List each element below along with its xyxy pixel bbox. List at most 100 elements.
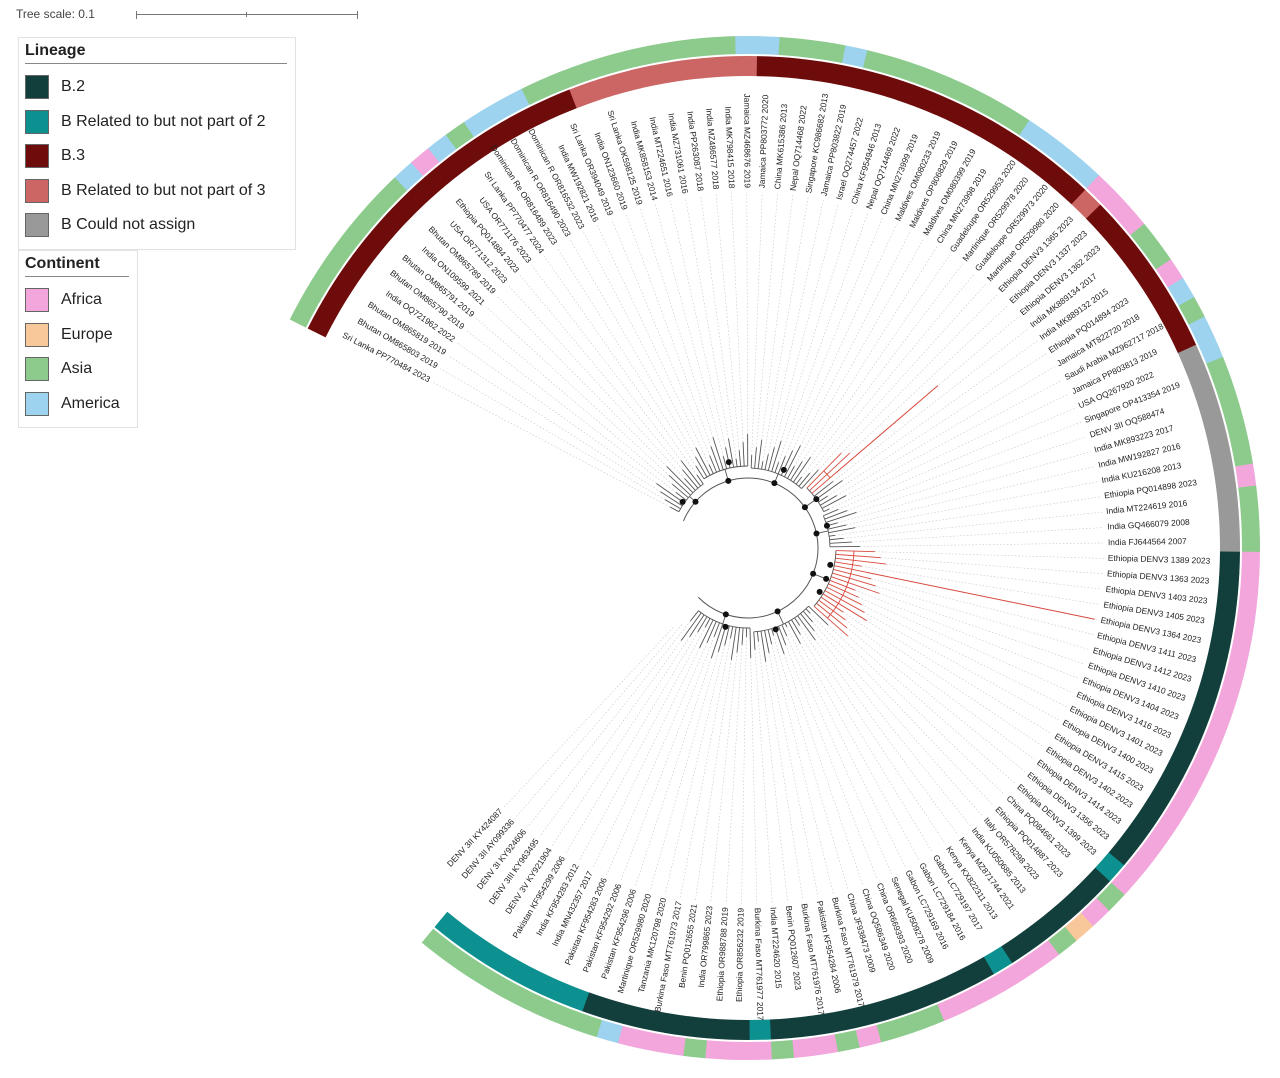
tip-label: India MZ486577 2018	[704, 108, 721, 190]
tip-guide-line	[655, 204, 724, 457]
continent-ring-segment	[1080, 898, 1110, 927]
tree-branch	[680, 612, 702, 641]
tip-guide-line	[854, 589, 1080, 679]
tree-branch	[709, 455, 717, 473]
tip-guide-line	[837, 407, 1076, 510]
legend-swatch	[25, 213, 49, 238]
tree-branch	[826, 586, 862, 606]
tip-guide-line	[875, 585, 1090, 650]
tip-guide-line	[773, 635, 849, 890]
continent-ring-segment	[411, 147, 440, 177]
lineage-ring-segment	[317, 290, 346, 320]
tip-guide-line	[855, 481, 1098, 528]
tip-guide-line	[842, 340, 1038, 481]
tree-branch	[793, 457, 811, 483]
tip-guide-line	[741, 636, 747, 904]
tip-guide-line	[792, 224, 897, 451]
tip-label: India MT224619 2016	[1106, 498, 1188, 516]
lineage-ring-segment	[1050, 896, 1080, 926]
continent-ring-segment	[1001, 108, 1030, 136]
tip-guide-line	[851, 527, 1104, 543]
bootstrap-node	[774, 608, 781, 615]
lineage-ring-segment	[328, 272, 357, 302]
lineage-ring-segment	[693, 57, 717, 79]
tree-branch-arc	[753, 605, 809, 633]
lineage-ring-segment	[643, 1009, 669, 1033]
tip-guide-line	[801, 246, 938, 462]
lineage-ring-segment	[897, 81, 925, 108]
tip-guide-line	[866, 620, 1052, 735]
lineage-ring-segment	[664, 1013, 689, 1037]
legend-label: Africa	[61, 291, 102, 309]
continent-ring-segment	[1047, 926, 1077, 955]
legend-label: B.3	[61, 147, 86, 165]
tip-guide-lines	[432, 192, 1104, 904]
tip-guide-line	[774, 203, 839, 448]
lineage-ring-segment	[777, 56, 801, 79]
tip-guide-line	[685, 197, 729, 439]
tree-branch	[764, 630, 770, 653]
tree-branch	[800, 613, 815, 632]
continent-ring-segment	[1178, 296, 1205, 326]
tip-guide-line	[786, 626, 906, 868]
tree-branches	[656, 385, 1095, 662]
tree-branch	[660, 491, 683, 507]
tip-guide-line	[858, 596, 1074, 694]
tip-guide-line	[843, 611, 1044, 748]
lineage-ring-segment	[1099, 220, 1130, 250]
lineage-ring-segment	[651, 61, 676, 86]
tree-scale-line	[136, 11, 358, 19]
tip-guide-line	[611, 219, 710, 456]
continent-ring-segment	[482, 98, 511, 126]
tip-guide-line	[861, 565, 1100, 605]
legend-label: B Could not assign	[61, 216, 196, 234]
tree-branch	[866, 571, 1095, 620]
lineage-legend: Lineage B.2 B Related to but not part of …	[18, 37, 296, 250]
continent-ring-segment	[311, 261, 339, 291]
tip-label: Benin PQ012607 2023	[784, 905, 803, 991]
tip-guide-line	[725, 644, 743, 904]
tip-guide-line	[794, 238, 925, 467]
tip-guide-line	[527, 620, 691, 828]
lineage-ring-segment	[1218, 509, 1240, 532]
tip-label: India FJ644564 2007	[1108, 536, 1187, 547]
continent-ring-segment	[821, 41, 846, 64]
tip-label: Ethiopia DENV3 1363 2023	[1107, 568, 1210, 585]
tip-guide-line	[768, 652, 819, 898]
continent-ring-segment	[690, 37, 715, 58]
tip-guide-line	[552, 636, 691, 846]
tree-branch	[818, 495, 828, 503]
tip-guide-line	[818, 283, 987, 471]
tree-branch	[756, 631, 759, 642]
tip-guide-line	[837, 451, 1091, 524]
lineage-ring-segment	[1007, 136, 1037, 166]
lineage-ring-segment	[1219, 551, 1240, 574]
tree-branch	[813, 605, 849, 637]
tree-branch	[829, 579, 856, 591]
continent-ring-segment	[704, 1040, 729, 1060]
continent-ring-segment	[457, 954, 486, 982]
tree-branch	[795, 476, 802, 485]
tree-branch	[738, 450, 742, 467]
lineage-ring-segment	[424, 163, 454, 193]
continent-ring-segment	[1125, 849, 1154, 879]
legend-label: America	[61, 394, 120, 412]
continent-ring-segment	[1224, 657, 1248, 684]
tree-branch	[741, 627, 744, 645]
tip-label: India OR799865 2023	[696, 905, 715, 988]
tip-guide-line	[835, 496, 1101, 536]
tree-branch-arc	[682, 477, 819, 619]
continent-ring-segment	[1012, 952, 1042, 981]
continent-ring-segment	[323, 243, 351, 273]
lineage-ring-segment	[1121, 820, 1151, 850]
tip-guide-line	[592, 647, 700, 869]
legend-item-africa: Africa	[25, 283, 129, 318]
tree-branch	[710, 623, 724, 659]
lineage-ring-segment	[983, 946, 1013, 975]
tip-guide-line	[780, 207, 854, 442]
legend-swatch	[25, 391, 49, 416]
continent-ring-segment	[778, 36, 803, 57]
lineage-ring-segment	[1219, 530, 1240, 553]
lineage-ring-segment	[1144, 785, 1174, 815]
